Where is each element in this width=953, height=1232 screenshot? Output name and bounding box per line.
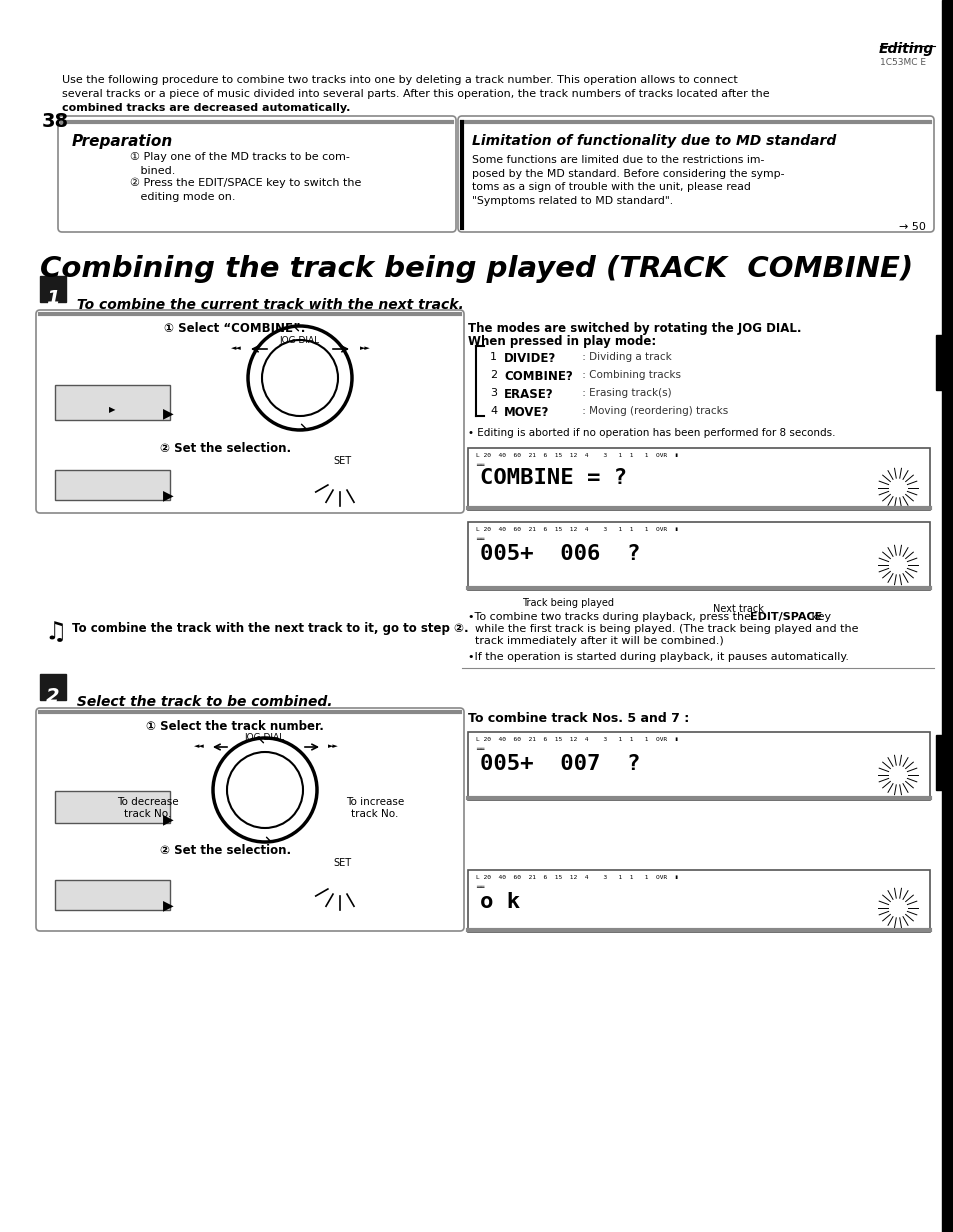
FancyBboxPatch shape — [58, 116, 456, 232]
Text: ►►: ►► — [359, 345, 371, 351]
FancyBboxPatch shape — [36, 310, 463, 513]
Text: track immediately after it will be combined.): track immediately after it will be combi… — [468, 636, 723, 646]
Circle shape — [275, 354, 324, 402]
Text: ▶: ▶ — [163, 407, 173, 420]
Text: 1C53MC E: 1C53MC E — [879, 58, 925, 67]
Text: 2: 2 — [490, 370, 497, 379]
Text: while the first track is being played. (The track being played and the: while the first track is being played. (… — [468, 623, 858, 634]
Text: Track being played: Track being played — [521, 598, 614, 609]
Text: JOG DIAL: JOG DIAL — [245, 733, 285, 742]
Text: Preparation: Preparation — [71, 134, 173, 149]
Text: Select the track to be combined.: Select the track to be combined. — [71, 695, 333, 708]
Text: 4: 4 — [490, 407, 497, 416]
Text: ② Set the selection.: ② Set the selection. — [160, 442, 291, 455]
Text: Editing: Editing — [878, 42, 933, 55]
Text: Combining the track being played (TRACK  COMBINE): Combining the track being played (TRACK … — [40, 255, 912, 283]
FancyBboxPatch shape — [468, 870, 929, 931]
Bar — [935, 335, 941, 391]
Text: : Combining tracks: : Combining tracks — [578, 370, 680, 379]
Bar — [935, 736, 941, 790]
Text: MOVE?: MOVE? — [503, 407, 549, 419]
Text: JOG DIAL: JOG DIAL — [279, 336, 319, 345]
Text: L 20  40  60  21  6  15  12  4    3   1  1   1  OVR  ▮: L 20 40 60 21 6 15 12 4 3 1 1 1 OVR ▮ — [476, 737, 678, 742]
Text: 1: 1 — [46, 290, 60, 308]
Text: ══: ══ — [476, 745, 484, 752]
Text: key: key — [807, 612, 830, 622]
Text: Next track: Next track — [712, 604, 762, 614]
FancyBboxPatch shape — [468, 448, 929, 510]
Text: L 20  40  60  21  6  15  12  4    3   1  1   1  OVR  ▮: L 20 40 60 21 6 15 12 4 3 1 1 1 OVR ▮ — [476, 453, 678, 458]
Text: ① Play one of the MD tracks to be com-
   bined.: ① Play one of the MD tracks to be com- b… — [130, 152, 350, 176]
Text: ERASE?: ERASE? — [503, 388, 553, 400]
Text: To decrease
track No.: To decrease track No. — [117, 797, 178, 819]
Text: The modes are switched by rotating the JOG DIAL.: The modes are switched by rotating the J… — [468, 322, 801, 335]
Bar — [55, 384, 170, 420]
Circle shape — [241, 766, 289, 814]
Text: → 50: → 50 — [898, 222, 925, 232]
Text: To combine the current track with the next track.: To combine the current track with the ne… — [71, 298, 463, 312]
Circle shape — [324, 462, 355, 494]
Text: ▶: ▶ — [163, 488, 173, 501]
Circle shape — [324, 866, 355, 898]
Text: To combine the track with the next track to it, go to step ②.: To combine the track with the next track… — [71, 622, 468, 634]
Text: ♫: ♫ — [44, 620, 67, 644]
Text: ② Press the EDIT/SPACE key to switch the
   editing mode on.: ② Press the EDIT/SPACE key to switch the… — [130, 177, 361, 202]
Text: ① Select “COMBINE”.: ① Select “COMBINE”. — [164, 322, 305, 335]
Text: 005+  006  ?: 005+ 006 ? — [479, 545, 639, 564]
Text: SET: SET — [333, 857, 351, 869]
Text: ◄◄: ◄◄ — [231, 345, 242, 351]
Text: ══: ══ — [476, 883, 484, 890]
Text: Use the following procedure to combine two tracks into one by deleting a track n: Use the following procedure to combine t… — [62, 75, 737, 85]
Bar — [55, 469, 170, 500]
Text: ▶: ▶ — [163, 898, 173, 912]
Text: 38: 38 — [42, 112, 69, 131]
Text: COMBINE = ?: COMBINE = ? — [479, 468, 626, 488]
Text: ▶: ▶ — [109, 405, 115, 414]
Text: •If the operation is started during playback, it pauses automatically.: •If the operation is started during play… — [468, 652, 848, 662]
Text: ② Set the selection.: ② Set the selection. — [160, 844, 291, 857]
Text: COMBINE?: COMBINE? — [503, 370, 572, 383]
Bar — [55, 791, 170, 823]
Text: To combine track Nos. 5 and 7 :: To combine track Nos. 5 and 7 : — [468, 712, 688, 724]
Text: several tracks or a piece of music divided into several parts. After this operat: several tracks or a piece of music divid… — [62, 89, 769, 99]
Text: SET: SET — [333, 456, 351, 466]
Bar — [40, 674, 66, 700]
Text: •To combine two tracks during playback, press the: •To combine two tracks during playback, … — [468, 612, 754, 622]
Text: DIVIDE?: DIVIDE? — [503, 352, 556, 365]
FancyBboxPatch shape — [36, 708, 463, 931]
Text: : Moving (reordering) tracks: : Moving (reordering) tracks — [578, 407, 727, 416]
Text: : Dividing a track: : Dividing a track — [578, 352, 671, 362]
Text: 1: 1 — [490, 352, 497, 362]
Text: L 20  40  60  21  6  15  12  4    3   1  1   1  OVR  ▮: L 20 40 60 21 6 15 12 4 3 1 1 1 OVR ▮ — [476, 527, 678, 532]
Text: 2: 2 — [46, 687, 60, 706]
Text: 005+  007  ?: 005+ 007 ? — [479, 754, 639, 774]
Text: ▶: ▶ — [163, 812, 173, 825]
Text: 3: 3 — [490, 388, 497, 398]
Text: o k: o k — [479, 892, 519, 912]
Bar — [941, 0, 953, 1232]
Text: : Erasing track(s): : Erasing track(s) — [578, 388, 671, 398]
Text: ►►: ►► — [328, 743, 338, 749]
Text: Limitation of functionality due to MD standard: Limitation of functionality due to MD st… — [472, 134, 836, 148]
Text: EDIT/SPACE: EDIT/SPACE — [749, 612, 821, 622]
FancyBboxPatch shape — [457, 116, 933, 232]
Text: ① Select the track number.: ① Select the track number. — [146, 719, 324, 733]
Text: ◄◄: ◄◄ — [194, 743, 205, 749]
Text: L 20  40  60  21  6  15  12  4    3   1  1   1  OVR  ▮: L 20 40 60 21 6 15 12 4 3 1 1 1 OVR ▮ — [476, 875, 678, 880]
FancyBboxPatch shape — [468, 732, 929, 800]
Text: combined tracks are decreased automatically.: combined tracks are decreased automatica… — [62, 103, 350, 113]
Bar — [40, 276, 66, 302]
Text: When pressed in play mode:: When pressed in play mode: — [468, 335, 656, 347]
Text: To increase
track No.: To increase track No. — [346, 797, 404, 819]
Text: Some functions are limited due to the restrictions im-
posed by the MD standard.: Some functions are limited due to the re… — [472, 155, 783, 206]
FancyBboxPatch shape — [468, 522, 929, 590]
Text: • Editing is aborted if no operation has been performed for 8 seconds.: • Editing is aborted if no operation has… — [468, 428, 835, 439]
Text: ══: ══ — [476, 461, 484, 467]
Bar — [55, 880, 170, 910]
Text: ══: ══ — [476, 535, 484, 541]
